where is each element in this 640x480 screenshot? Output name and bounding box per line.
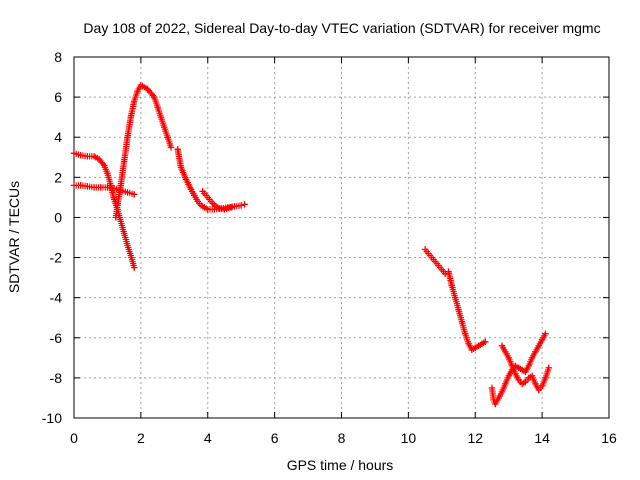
x-tick-label: 0: [70, 430, 78, 446]
series-track-c: [112, 81, 175, 221]
series-marker-trail: [421, 246, 449, 277]
x-tick-label: 8: [338, 430, 346, 446]
series-marker-trail: [199, 188, 235, 213]
series-track-g: [445, 268, 489, 354]
series-marker-trail: [488, 330, 549, 408]
x-tick-label: 6: [271, 430, 279, 446]
series-track-f: [421, 246, 449, 277]
y-tick-label: 8: [54, 49, 62, 65]
y-axis-label: SDTVAR / TECUs: [6, 181, 22, 293]
y-tick-label: 4: [54, 129, 62, 145]
y-tick-label: 0: [54, 209, 62, 225]
y-tick-labels: -10 -8 -6 -4 -2 0 2 4 6 8: [42, 49, 62, 426]
y-tick-label: -10: [42, 410, 62, 426]
series-track-h: [488, 330, 549, 408]
series-track-e: [199, 188, 235, 213]
x-tick-label: 10: [401, 430, 417, 446]
data-series: [70, 81, 553, 408]
x-tick-label: 16: [601, 430, 617, 446]
y-tick-label: -2: [50, 250, 63, 266]
series-marker-trail: [498, 342, 552, 394]
y-tick-label: 6: [54, 89, 62, 105]
y-tick-label: -4: [50, 290, 63, 306]
x-axis-label: GPS time / hours: [287, 457, 394, 473]
y-tick-label: -8: [50, 370, 63, 386]
chart-title: Day 108 of 2022, Sidereal Day-to-day VTE…: [83, 20, 600, 36]
axis-ticks: [73, 56, 610, 419]
x-tick-label: 4: [204, 430, 212, 446]
grid: [74, 57, 609, 418]
series-marker-trail: [112, 81, 175, 221]
x-tick-label: 2: [137, 430, 145, 446]
x-tick-label: 12: [467, 430, 483, 446]
x-tick-labels: 0 2 4 6 8 10 12 14 16: [70, 430, 617, 446]
y-tick-label: -6: [50, 330, 63, 346]
series-track-b: [70, 182, 138, 198]
y-tick-label: 2: [54, 169, 62, 185]
series-marker-trail: [445, 268, 489, 353]
series-track-i: [498, 342, 553, 394]
x-tick-label: 14: [534, 430, 550, 446]
